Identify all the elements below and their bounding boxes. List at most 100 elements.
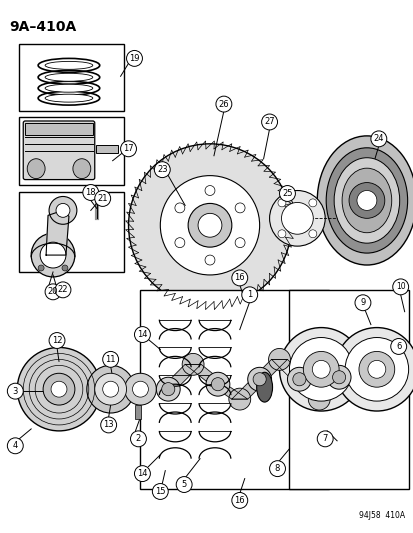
Circle shape bbox=[95, 373, 126, 405]
Circle shape bbox=[206, 372, 229, 396]
Text: 2: 2 bbox=[135, 434, 141, 443]
Text: 26: 26 bbox=[218, 100, 229, 109]
Circle shape bbox=[308, 230, 316, 238]
Text: 24: 24 bbox=[373, 134, 383, 143]
Circle shape bbox=[308, 199, 316, 207]
Text: 1: 1 bbox=[247, 290, 252, 300]
Circle shape bbox=[87, 365, 134, 413]
Ellipse shape bbox=[325, 148, 407, 253]
Circle shape bbox=[292, 373, 305, 386]
Circle shape bbox=[311, 360, 330, 378]
Ellipse shape bbox=[45, 94, 93, 102]
Text: 7: 7 bbox=[322, 434, 327, 443]
Ellipse shape bbox=[45, 84, 93, 92]
Text: 8: 8 bbox=[274, 464, 280, 473]
Polygon shape bbox=[185, 365, 225, 384]
Circle shape bbox=[269, 461, 285, 477]
Circle shape bbox=[356, 190, 376, 211]
Circle shape bbox=[126, 51, 142, 66]
Circle shape bbox=[56, 204, 70, 217]
Text: 9: 9 bbox=[359, 298, 365, 307]
Bar bbox=[19, 44, 123, 111]
Circle shape bbox=[279, 328, 362, 411]
Text: 13: 13 bbox=[103, 421, 114, 430]
Polygon shape bbox=[271, 359, 306, 379]
Circle shape bbox=[332, 370, 345, 384]
Circle shape bbox=[316, 431, 332, 447]
Text: 15: 15 bbox=[155, 487, 165, 496]
Ellipse shape bbox=[341, 168, 391, 233]
Text: 16: 16 bbox=[234, 496, 244, 505]
Circle shape bbox=[174, 203, 184, 213]
Polygon shape bbox=[46, 211, 69, 255]
Circle shape bbox=[120, 141, 136, 157]
Circle shape bbox=[354, 295, 370, 311]
Circle shape bbox=[228, 388, 250, 410]
Circle shape bbox=[55, 282, 71, 298]
Circle shape bbox=[7, 383, 23, 399]
Circle shape bbox=[211, 378, 224, 391]
Bar bbox=[95, 145, 117, 153]
Circle shape bbox=[40, 242, 66, 268]
Text: 22: 22 bbox=[57, 285, 68, 294]
Circle shape bbox=[197, 213, 221, 237]
Circle shape bbox=[45, 284, 61, 300]
FancyBboxPatch shape bbox=[23, 121, 95, 180]
Circle shape bbox=[38, 265, 44, 271]
Circle shape bbox=[308, 388, 330, 410]
Circle shape bbox=[95, 190, 110, 206]
Circle shape bbox=[392, 279, 408, 295]
Text: 19: 19 bbox=[129, 54, 140, 63]
Circle shape bbox=[231, 492, 247, 508]
Circle shape bbox=[134, 327, 150, 343]
Circle shape bbox=[62, 265, 68, 271]
Circle shape bbox=[17, 348, 100, 431]
Circle shape bbox=[367, 360, 385, 378]
Circle shape bbox=[216, 96, 231, 112]
Ellipse shape bbox=[45, 74, 93, 81]
Circle shape bbox=[156, 377, 180, 401]
Bar bbox=[25, 123, 93, 135]
Circle shape bbox=[130, 431, 146, 447]
Ellipse shape bbox=[316, 136, 413, 265]
Ellipse shape bbox=[27, 159, 45, 179]
Circle shape bbox=[102, 351, 118, 367]
Text: 94J58  410A: 94J58 410A bbox=[358, 511, 404, 520]
Circle shape bbox=[102, 381, 118, 397]
Ellipse shape bbox=[45, 61, 93, 69]
Circle shape bbox=[49, 197, 77, 224]
Text: 14: 14 bbox=[137, 330, 147, 339]
Circle shape bbox=[277, 230, 285, 238]
Circle shape bbox=[124, 373, 156, 405]
Polygon shape bbox=[209, 384, 247, 399]
Text: 12: 12 bbox=[52, 336, 62, 345]
Circle shape bbox=[132, 381, 148, 397]
Circle shape bbox=[279, 185, 295, 201]
Polygon shape bbox=[291, 379, 326, 399]
Circle shape bbox=[204, 185, 214, 196]
Circle shape bbox=[247, 367, 271, 391]
Circle shape bbox=[231, 270, 247, 286]
Text: 6: 6 bbox=[395, 342, 401, 351]
Circle shape bbox=[128, 144, 291, 306]
Text: 21: 21 bbox=[97, 194, 108, 203]
Circle shape bbox=[261, 114, 277, 130]
Circle shape bbox=[277, 199, 285, 207]
Circle shape bbox=[281, 203, 313, 234]
Circle shape bbox=[83, 184, 98, 200]
Circle shape bbox=[152, 483, 168, 499]
Ellipse shape bbox=[256, 372, 272, 402]
Circle shape bbox=[370, 131, 386, 147]
Circle shape bbox=[49, 333, 65, 349]
Circle shape bbox=[174, 238, 184, 248]
Circle shape bbox=[348, 183, 384, 219]
Bar bbox=[135, 405, 141, 419]
Text: 11: 11 bbox=[105, 355, 116, 364]
Polygon shape bbox=[251, 359, 287, 379]
Circle shape bbox=[269, 190, 325, 246]
Circle shape bbox=[241, 287, 257, 303]
Ellipse shape bbox=[73, 159, 90, 179]
Circle shape bbox=[235, 203, 244, 213]
Circle shape bbox=[31, 233, 75, 277]
Text: 14: 14 bbox=[137, 469, 147, 478]
